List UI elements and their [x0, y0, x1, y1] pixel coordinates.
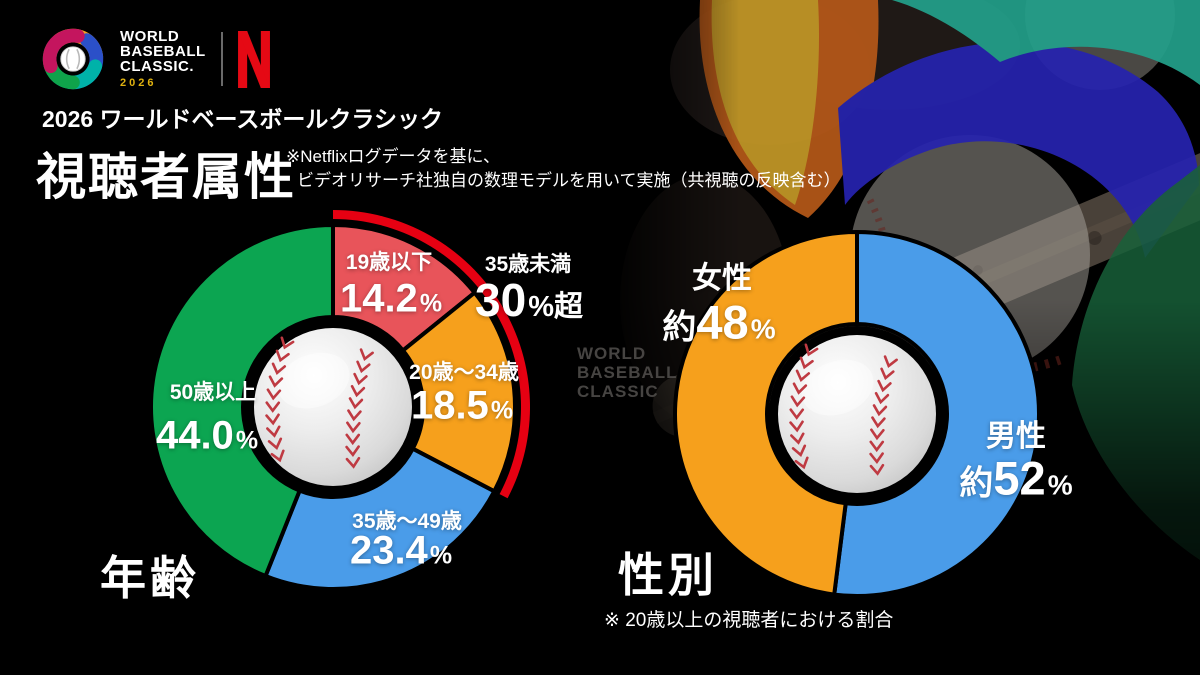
- methodology-note-line1: ※Netflixログデータを基に、: [286, 147, 500, 166]
- netflix-logo-icon: [237, 30, 270, 88]
- age-segment-value-20-34: 18.5%: [410, 383, 514, 428]
- wbc-logo-line: CLASSIC.: [120, 58, 195, 75]
- age-segment-label-20-34: 20歳～34歳: [409, 361, 519, 384]
- gender-chart-title: 性別: [618, 549, 718, 601]
- gender-segment-value-female: 約48%: [662, 295, 776, 349]
- photo-baseball: [850, 0, 1175, 376]
- watermark-line: CLASSIC: [577, 382, 659, 401]
- gender-chart-footnote: ※ 20歳以上の視聴者における割合: [604, 610, 894, 631]
- age-segment-label-over50: 50歳以上: [169, 381, 257, 404]
- gender-segment-value-male: 約52%: [959, 451, 1073, 505]
- age-segment-value-under19: 14.2%: [339, 276, 443, 321]
- wbc-logo-text: WORLD BASEBALL CLASSIC. 2026: [120, 29, 206, 89]
- event-subtitle: 2026 ワールドベースボールクラシック: [42, 106, 443, 132]
- age-callout-value: 30%超: [475, 274, 583, 326]
- photo-crowd-hints: [620, 0, 1020, 425]
- header-logo-row: WORLD BASEBALL CLASSIC. 2026: [34, 20, 270, 98]
- age-segment-label-under19: 19歳以下: [345, 251, 433, 274]
- wbc-logo-line: BASEBALL: [120, 43, 206, 60]
- age-chart-title: 年齢: [100, 552, 200, 604]
- wbc-swoosh-shapes: [699, 0, 1200, 560]
- methodology-note: ※Netflixログデータを基に、 ビデオリサーチ社独自の数理モデルを用いて実施…: [286, 145, 841, 193]
- wbc-pinwheel-logo-icon: [42, 28, 104, 90]
- age-segment-value-over50: 44.0%: [155, 413, 259, 458]
- wbc-logo-year: 2026: [120, 77, 157, 89]
- page-title: 視聴者属性: [36, 149, 296, 205]
- watermark-line: BASEBALL: [577, 363, 678, 382]
- logo-divider: [220, 32, 223, 86]
- age-segment-value-35-49: 23.4%: [349, 528, 453, 573]
- wbc-logo-line: WORLD: [120, 28, 180, 45]
- gender-segment-label-female: 女性: [692, 262, 752, 295]
- gender-segment-label-male: 男性: [986, 420, 1046, 453]
- wbc-watermark: WORLD BASEBALL CLASSIC: [577, 344, 678, 401]
- methodology-note-line2: ビデオリサーチ社独自の数理モデルを用いて実施（共視聴の反映含む）: [297, 171, 841, 190]
